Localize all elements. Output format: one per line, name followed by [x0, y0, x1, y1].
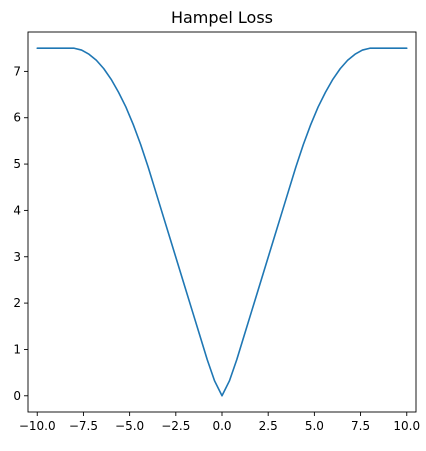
y-axis: 0 1 2 3 4 5 6 7: [13, 64, 28, 403]
plot-area: [27, 31, 417, 413]
x-tick-label: −5.0: [115, 419, 144, 433]
y-tick-label: 6: [13, 111, 21, 125]
x-tick-label: 2.5: [259, 419, 278, 433]
x-tick-label: −10.0: [19, 419, 56, 433]
series-layer: [36, 47, 408, 397]
y-tick-label: 5: [13, 157, 21, 171]
y-tick-label: 7: [13, 64, 21, 78]
x-axis: −10.0 −7.5 −5.0 −2.5 0.0 2.5 5.0 7.5 10.0: [19, 412, 420, 433]
series-line-0: [36, 47, 408, 397]
x-tick-label: 10.0: [393, 419, 420, 433]
x-tick-label: −2.5: [161, 419, 190, 433]
x-tick-label: 0.0: [212, 419, 231, 433]
y-tick-label: 2: [13, 296, 21, 310]
chart-title: Hampel Loss: [171, 8, 273, 27]
x-tick-label: −7.5: [69, 419, 98, 433]
x-tick-label: 5.0: [305, 419, 324, 433]
y-tick-label: 3: [13, 250, 21, 264]
x-tick-label: 7.5: [351, 419, 370, 433]
plot-frame: [27, 31, 417, 413]
y-tick-label: 1: [13, 342, 21, 356]
y-tick-label: 4: [13, 203, 21, 217]
y-tick-label: 0: [13, 389, 21, 403]
